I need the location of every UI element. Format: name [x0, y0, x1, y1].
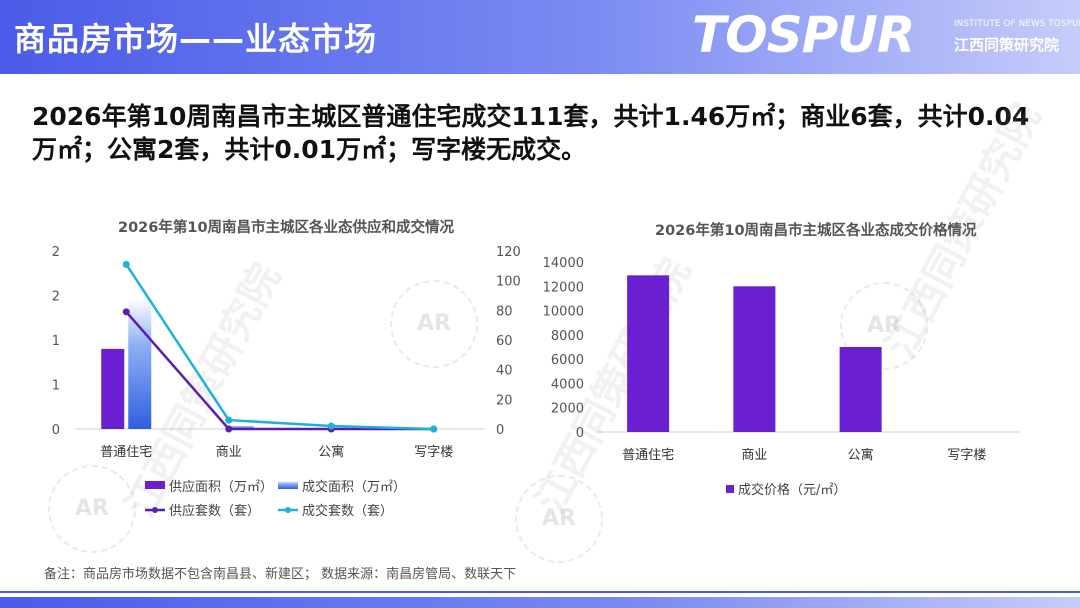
chart2-bar: [733, 286, 776, 432]
chart1-legend-label: 成交套数（套）: [302, 503, 393, 519]
watermark-seal: AR: [390, 280, 478, 368]
chart2-legend-swatch: [726, 485, 734, 493]
chart1-legend-marker: [152, 507, 158, 513]
chart2-y-tick: 4000: [551, 377, 584, 392]
chart1-point: [122, 260, 130, 268]
chart2-x-tick: 普通住宅: [622, 448, 674, 463]
chart1-bar: [230, 425, 254, 429]
chart1-legend-swatch: [145, 481, 165, 489]
chart1-line: [125, 310, 434, 431]
chart2-y-tick: 8000: [551, 329, 584, 344]
chart1-y-left-tick: 2: [52, 245, 60, 260]
logo-subtitle-en: INSTITUTE OF NEWS TOSPUR: [954, 19, 1080, 29]
chart1-legend-marker: [285, 507, 291, 513]
footer-divider: [0, 591, 1080, 593]
chart1-point: [430, 425, 438, 433]
chart1-title: 2026年第10周南昌市主城区各业态供应和成交情况: [118, 220, 455, 236]
watermark-seal: AR: [48, 465, 136, 553]
chart2-x-tick: 写字楼: [947, 448, 986, 463]
headline-summary: 2026年第10周南昌市主城区普通住宅成交111套，共计1.46万㎡；商业6套，…: [32, 102, 1030, 164]
chart1-point: [327, 422, 335, 430]
tospur-logo: TOSPUR INSTITUTE OF NEWS TOSPUR 江西同策研究院: [692, 6, 1080, 68]
chart2-title: 2026年第10周南昌市主城区各业态成交价格情况: [655, 223, 977, 239]
chart1-x-tick: 普通住宅: [100, 445, 152, 460]
chart1-legend-swatch: [278, 481, 298, 489]
chart1-y-right-tick: 60: [496, 334, 513, 349]
header-banner: 商品房市场——业态市场 TOSPUR INSTITUTE OF NEWS TOS…: [0, 0, 1080, 74]
chart1-y-right-tick: 100: [496, 275, 521, 290]
chart2-bar: [839, 347, 882, 432]
chart2-y-tick: 14000: [543, 256, 584, 271]
chart2-y-tick: 2000: [551, 402, 584, 417]
chart1-x-tick: 公寓: [318, 444, 344, 460]
chart2-x-tick: 公寓: [848, 447, 874, 463]
chart2-y-tick: 6000: [551, 353, 584, 368]
chart1-legend-label: 成交面积（万㎡）: [302, 479, 406, 495]
chart1-y-right-tick: 20: [496, 393, 513, 408]
footer-note: 备注：商品房市场数据不包含南昌县、新建区； 数据来源：南昌房管局、数联天下: [44, 567, 517, 582]
footer-bar: [0, 597, 1080, 608]
chart1-y-right-tick: 0: [496, 423, 504, 438]
chart1-x-tick: 商业: [216, 445, 242, 460]
chart1-y-left-tick: 1: [52, 334, 60, 349]
chart2-y-tick: 10000: [543, 305, 584, 320]
chart1-x-tick: 写字楼: [414, 445, 453, 460]
chart1-point: [225, 425, 233, 433]
chart1-line: [125, 263, 434, 431]
chart1-y-left-tick: 1: [52, 379, 60, 394]
chart1-point: [122, 308, 130, 316]
watermark-seal: AR: [515, 475, 603, 563]
chart2-legend-label: 成交价格（元/㎡）: [738, 482, 846, 498]
chart1-legend-label: 供应面积（万㎡）: [169, 479, 273, 495]
page-title: 商品房市场——业态市场: [14, 20, 378, 58]
logo-subtitle-cn: 江西同策研究院: [954, 36, 1060, 54]
logo-wordmark: TOSPUR: [692, 6, 915, 64]
chart1-bar: [128, 299, 152, 429]
chart1-bar: [101, 348, 125, 429]
chart1-point: [225, 416, 233, 424]
chart2-y-tick: 0: [576, 426, 584, 441]
watermark-seal: AR: [840, 282, 928, 370]
chart2-x-tick: 商业: [741, 448, 767, 463]
chart1-y-right-tick: 80: [496, 304, 513, 319]
chart1-y-left-tick: 2: [52, 290, 60, 305]
chart1-y-left-tick: 0: [52, 423, 60, 438]
chart2-y-tick: 12000: [543, 280, 584, 295]
chart1-y-right-tick: 40: [496, 364, 513, 379]
chart1-y-right-tick: 120: [496, 245, 521, 260]
chart1-legend-label: 供应套数（套）: [169, 503, 260, 519]
chart2-bar: [627, 275, 670, 432]
